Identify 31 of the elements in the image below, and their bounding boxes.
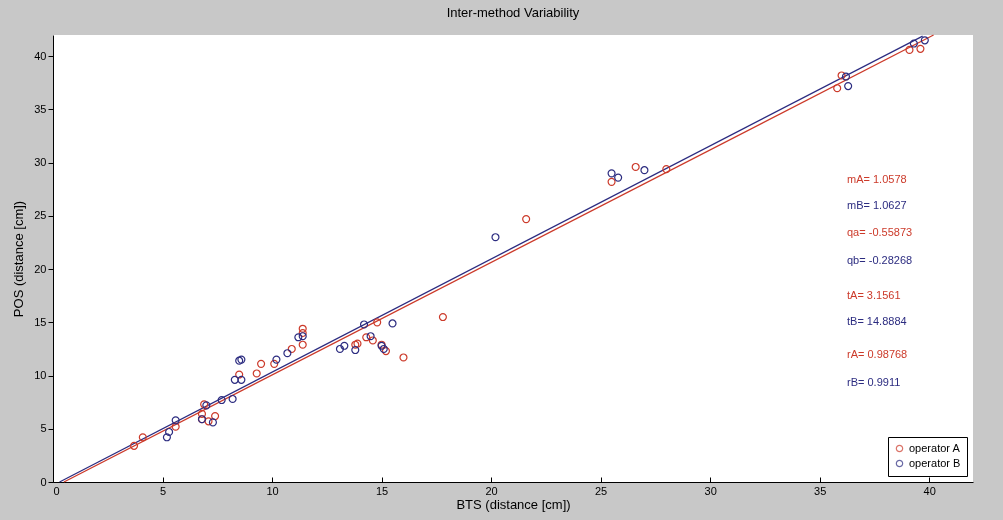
y-tick-label: 10 [34,369,47,382]
annotation: qb= -0.28268 [847,254,913,266]
y-tick-label: 5 [40,422,47,435]
annotation: mB= 1.0627 [847,199,907,211]
y-tick-label: 20 [34,262,47,275]
annotation: tB= 14.8884 [847,315,907,327]
y-tick-label: 30 [34,156,47,169]
x-axis-title: BTS (distance [cm]) [456,496,571,512]
x-tick-label: 25 [594,484,608,497]
x-tick-label: 10 [266,484,279,497]
legend-label: operator B [909,456,961,469]
x-tick-label: 30 [704,484,717,497]
y-tick-label: 35 [34,103,47,115]
y-tick-label: 0 [40,475,47,488]
y-axis-title: POS (distance [cm]) [11,200,27,318]
x-tick-label: 5 [159,484,167,497]
x-tick-label: 35 [814,484,827,497]
legend-label: operator A [909,441,961,454]
x-tick-label: 15 [375,484,389,497]
annotation: qa= -0.55873 [847,226,913,238]
x-tick-label: 20 [485,484,498,497]
annotation: rA= 0.98768 [847,348,908,360]
annotation: rB= 0.9911 [847,376,901,388]
annotation: mA= 1.0578 [847,173,907,185]
annotation: tA= 3.1561 [847,289,901,301]
x-tick-label: 40 [923,484,936,497]
y-tick-label: 40 [34,49,47,62]
y-tick-label: 15 [34,315,47,328]
x-tick-label: 0 [53,484,60,497]
y-tick-label: 25 [34,209,47,222]
chart-title: Inter-method Variability [446,5,580,21]
